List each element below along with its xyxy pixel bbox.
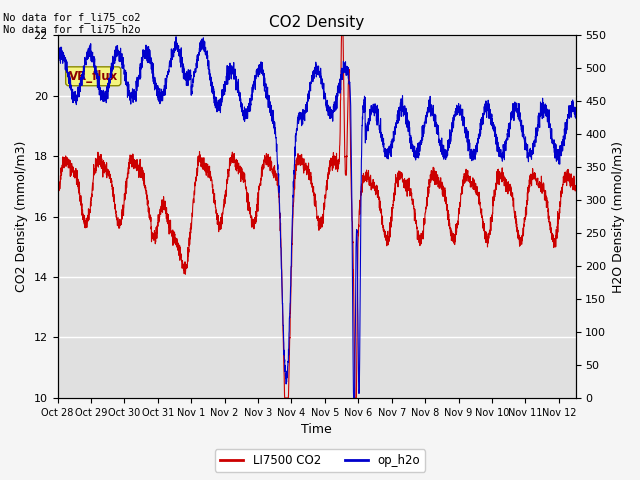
Text: No data for f_li75_h2o: No data for f_li75_h2o xyxy=(3,24,141,35)
Text: VR_flux: VR_flux xyxy=(68,70,118,83)
Y-axis label: CO2 Density (mmol/m3): CO2 Density (mmol/m3) xyxy=(15,141,28,292)
Title: CO2 Density: CO2 Density xyxy=(269,15,364,30)
X-axis label: Time: Time xyxy=(301,423,332,436)
Legend: LI7500 CO2, op_h2o: LI7500 CO2, op_h2o xyxy=(215,449,425,472)
Y-axis label: H2O Density (mmol/m3): H2O Density (mmol/m3) xyxy=(612,141,625,293)
Text: No data for f_li75_co2: No data for f_li75_co2 xyxy=(3,12,141,23)
